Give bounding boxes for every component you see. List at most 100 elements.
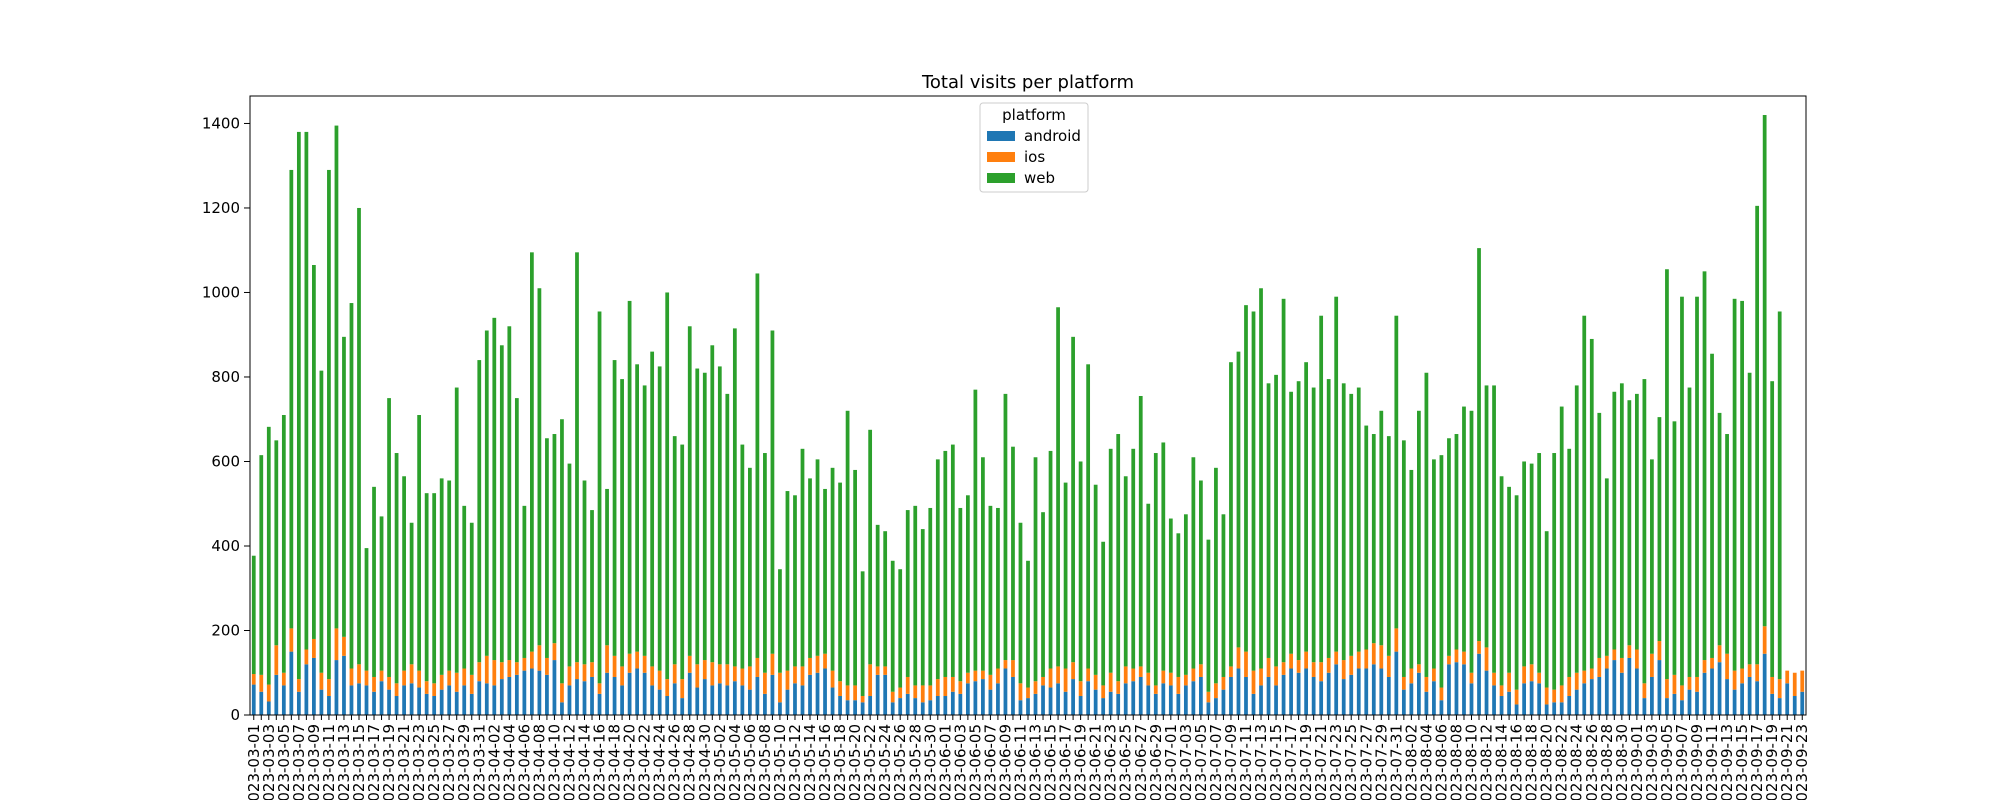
bar-ios: [996, 668, 1000, 684]
x-tick-label: 2023-08-04: [1417, 724, 1435, 800]
bar-web: [432, 493, 437, 684]
x-tick-label: 2023-03-23: [410, 724, 428, 800]
bar-android: [1755, 681, 1760, 715]
bar-web: [702, 372, 707, 661]
bar-android: [1311, 676, 1316, 715]
bar-web: [499, 345, 504, 663]
bar-ios: [394, 683, 399, 696]
legend: platform android ios web: [979, 102, 1089, 193]
bar-ios: [552, 643, 557, 661]
bar-ios: [800, 666, 805, 686]
bar-android: [1522, 683, 1526, 715]
x-tick-label: 2023-08-02: [1402, 724, 1420, 800]
bar-android: [259, 691, 264, 715]
bar-ios: [890, 691, 895, 703]
bar-android: [958, 693, 963, 715]
bar-android: [1529, 681, 1534, 715]
bar-android: [1484, 670, 1489, 715]
bar-ios: [1672, 674, 1677, 694]
bar-android: [920, 702, 925, 715]
bar-web: [402, 476, 406, 671]
bar-ios: [981, 670, 985, 680]
bar-ios: [1642, 683, 1647, 699]
bar-ios: [484, 655, 489, 684]
bar-android: [469, 693, 474, 715]
x-tick-label: 2023-07-15: [1267, 724, 1285, 800]
bar-web: [1409, 469, 1414, 669]
bar-ios: [1401, 676, 1406, 690]
x-tick-label: 2023-07-13: [1252, 724, 1270, 800]
x-tick-label: 2023-06-19: [1072, 724, 1090, 800]
bar-ios: [778, 672, 782, 703]
x-tick-label: 2023-04-24: [651, 724, 669, 800]
x-tick-label: 2023-07-07: [1207, 724, 1225, 800]
bar-ios: [1665, 679, 1669, 699]
bar-android: [875, 674, 880, 715]
bar-web: [1755, 205, 1760, 665]
bar-web: [973, 389, 978, 671]
bar-ios: [1777, 679, 1782, 699]
bar-web: [1424, 372, 1429, 677]
bar-ios: [266, 684, 271, 702]
bar-android: [1123, 683, 1128, 715]
bar-ios: [898, 687, 903, 699]
bar-android: [642, 672, 647, 715]
bar-web: [1574, 385, 1579, 673]
bar-web: [1221, 514, 1226, 677]
bar-android: [1747, 676, 1752, 715]
bar-android: [1048, 687, 1053, 715]
bar-ios: [1146, 672, 1151, 686]
x-tick-label: 2023-09-05: [1658, 724, 1676, 800]
bar-ios: [1417, 664, 1421, 673]
bar-android: [1477, 653, 1481, 715]
bar-web: [1176, 533, 1181, 677]
bar-web: [845, 410, 850, 686]
bar-ios: [702, 660, 707, 680]
bar-ios: [304, 649, 309, 665]
bar-web: [575, 252, 579, 663]
bar-ios: [1281, 662, 1286, 675]
bar-ios: [342, 636, 346, 656]
bar-web: [650, 351, 655, 667]
bar-android: [815, 672, 820, 715]
bar-ios: [1101, 685, 1106, 699]
bar-ios: [597, 683, 602, 694]
bar-ios: [1522, 666, 1526, 684]
bar-web: [1251, 311, 1256, 671]
bar-ios: [1604, 655, 1609, 669]
bar-ios: [1026, 687, 1030, 699]
legend-label-android: android: [1024, 127, 1081, 145]
bar-ios: [1507, 672, 1511, 692]
x-tick-label: 2023-07-11: [1237, 724, 1255, 800]
bar-android: [988, 689, 993, 715]
bar-ios: [469, 674, 474, 694]
bar-web: [1650, 459, 1654, 654]
bar-ios: [1356, 651, 1361, 669]
bar-web: [1146, 503, 1151, 673]
bar-ios: [1033, 681, 1038, 694]
x-tick-label: 2023-03-01: [245, 724, 263, 800]
bar-ios: [1740, 668, 1744, 684]
x-tick-label: 2023-08-20: [1538, 724, 1556, 800]
bar-web: [793, 495, 797, 667]
bar-web: [469, 522, 474, 675]
bar-android: [1183, 685, 1188, 715]
bar-ios: [251, 674, 256, 685]
bar-ios: [1078, 681, 1083, 696]
bar-ios: [1567, 676, 1572, 696]
bar-ios: [1574, 672, 1579, 690]
bar-android: [1454, 662, 1459, 715]
bar-web: [1401, 440, 1406, 677]
bar-android: [1552, 702, 1557, 715]
bar-ios: [492, 660, 497, 686]
bar-android: [650, 685, 655, 715]
bar-ios: [1056, 666, 1060, 684]
bar-ios: [1266, 657, 1271, 677]
bar-web: [958, 507, 963, 682]
bar-ios: [1371, 643, 1376, 665]
bar-ios: [1695, 676, 1699, 692]
x-tick-label: 2023-09-03: [1643, 724, 1661, 800]
bar-ios: [1544, 687, 1549, 705]
bar-android: [1409, 683, 1414, 715]
x-tick-label: 2023-09-15: [1733, 724, 1751, 800]
